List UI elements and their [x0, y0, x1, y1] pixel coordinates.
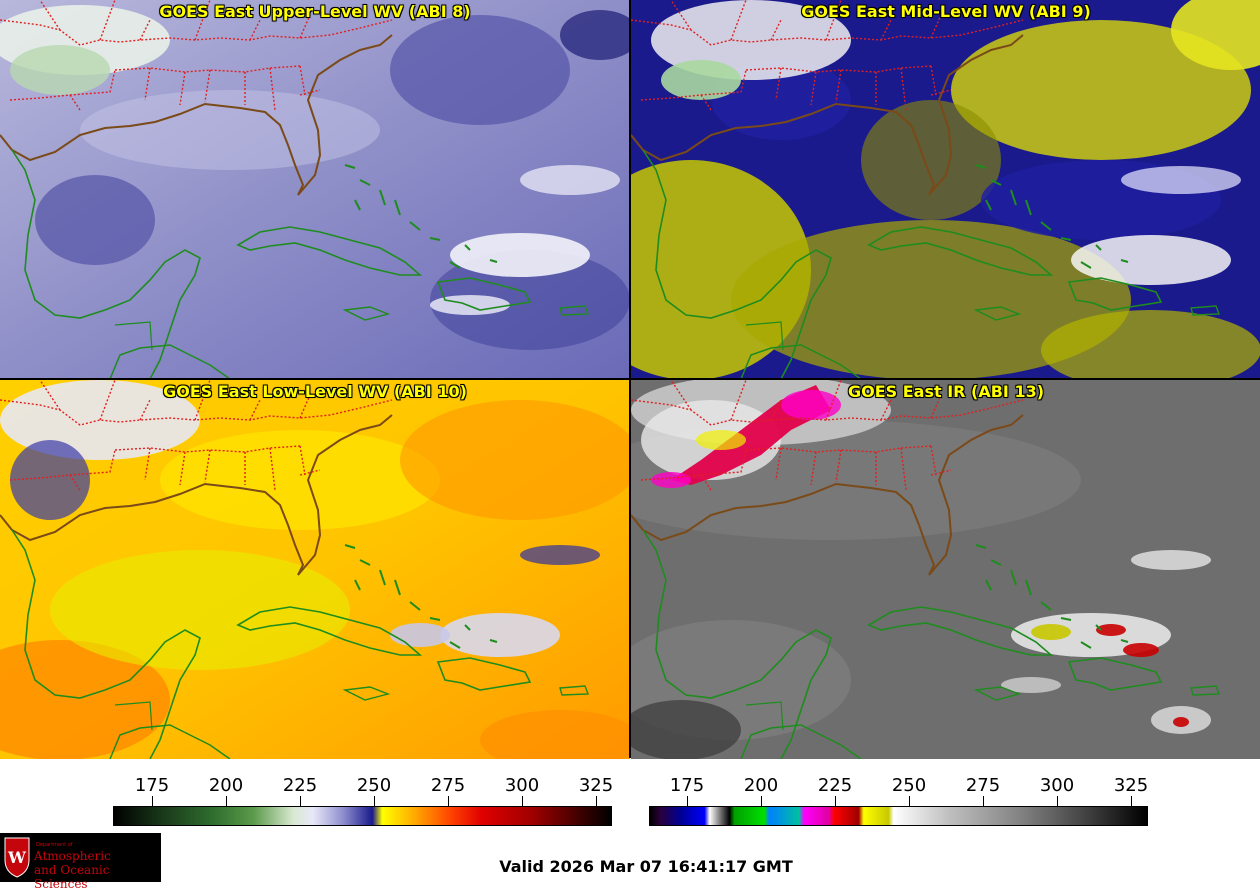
panel-title: GOES East Upper-Level WV (ABI 8)	[159, 2, 471, 21]
ir-colorbar-tick	[983, 796, 984, 806]
wv-colorbar-tick-label: 175	[134, 775, 170, 796]
wv-colorbar-tick	[374, 796, 375, 806]
wv-colorbar-tick-label: 250	[356, 775, 392, 796]
ir-colorbar-tick	[761, 796, 762, 806]
wv-colorbar-tick	[522, 796, 523, 806]
panel-title: GOES East Low-Level WV (ABI 10)	[163, 382, 467, 401]
wv-colorbar-tick-label: 325	[578, 775, 614, 796]
ir-colorbar-tick	[909, 796, 910, 806]
wv-colorbar-tick-label: 225	[282, 775, 318, 796]
ir-colorbar-tick-label: 225	[817, 775, 853, 796]
uw-aos-logo: W Department of Atmospheric and Oceanic …	[0, 833, 161, 891]
logo-department-text: Department of	[36, 842, 73, 848]
abi10-image	[0, 380, 630, 759]
wv-colorbar-tick	[226, 796, 227, 806]
ir-colorbar-tick-label: 175	[669, 775, 705, 796]
ir-colorbar-tick-label: 300	[1039, 775, 1075, 796]
wv-colorbar-tick-label: 275	[430, 775, 466, 796]
ir-colorbar	[649, 806, 1148, 826]
ir-colorbar-tick	[687, 796, 688, 806]
logo-line1: Atmospheric	[34, 849, 111, 863]
wv-colorbar-tick	[152, 796, 153, 806]
panel-title: GOES East Mid-Level WV (ABI 9)	[801, 2, 1091, 21]
ir-colorbar-tick-label: 200	[743, 775, 779, 796]
wv-colorbar-tick-label: 300	[504, 775, 540, 796]
uw-crest-icon: W	[4, 837, 30, 878]
wv-colorbar-tick-label: 200	[208, 775, 244, 796]
wv-colorbar-tick	[448, 796, 449, 806]
wv-colorbar-tick	[300, 796, 301, 806]
panel-abi10: GOES East Low-Level WV (ABI 10)	[0, 380, 630, 759]
panel-divider-horizontal	[0, 378, 1260, 380]
wv-colorbar	[113, 806, 612, 826]
ir-colorbar-tick	[1131, 796, 1132, 806]
abi9-image	[631, 0, 1260, 379]
logo-line2: and Oceanic Sciences	[34, 863, 110, 891]
ir-colorbar-tick-label: 325	[1113, 775, 1149, 796]
ir-colorbar-tick-label: 275	[965, 775, 1001, 796]
ir-colorbar-tick	[1057, 796, 1058, 806]
abi13-image	[631, 380, 1260, 759]
valid-time: Valid 2026 Mar 07 16:41:17 GMT	[499, 857, 793, 876]
abi8-image	[0, 0, 630, 379]
panel-abi9: GOES East Mid-Level WV (ABI 9)	[631, 0, 1260, 379]
panel-abi13: GOES East IR (ABI 13)	[631, 380, 1260, 759]
ir-colorbar-tick	[835, 796, 836, 806]
wv-colorbar-tick	[596, 796, 597, 806]
svg-text:W: W	[7, 848, 27, 867]
panel-abi8: GOES East Upper-Level WV (ABI 8)	[0, 0, 630, 379]
panel-title: GOES East IR (ABI 13)	[847, 382, 1045, 401]
ir-colorbar-tick-label: 250	[891, 775, 927, 796]
